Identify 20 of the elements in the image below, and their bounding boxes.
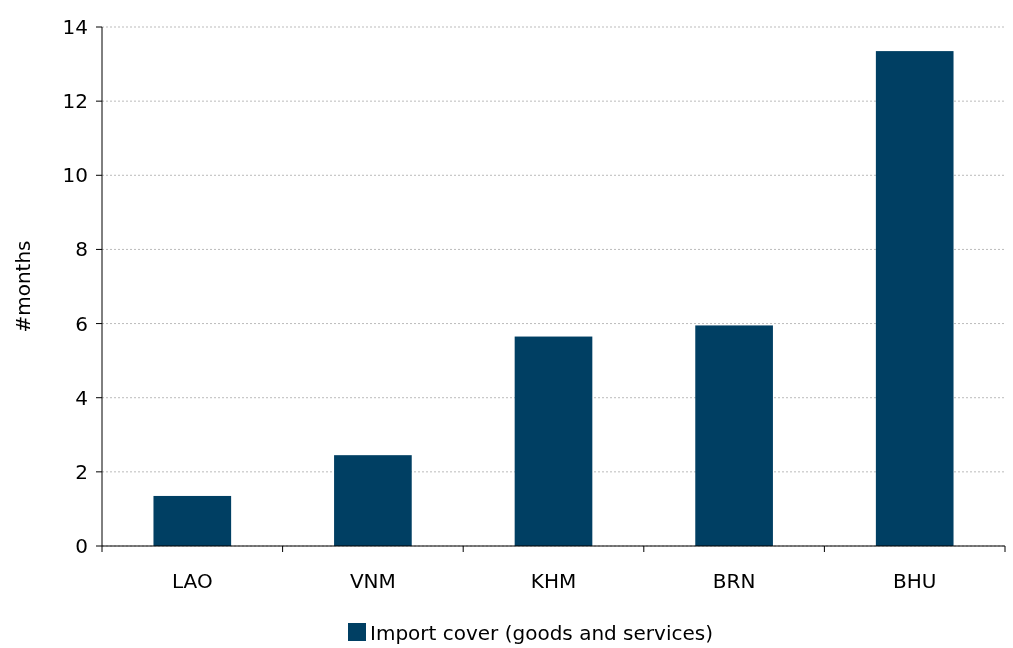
bar — [695, 325, 773, 546]
bar — [875, 51, 954, 546]
bar — [334, 455, 412, 546]
x-tick-label: BRN — [712, 569, 756, 593]
bar — [514, 336, 593, 546]
legend-label: Import cover (goods and services) — [370, 621, 713, 645]
y-tick-label: 12 — [62, 89, 88, 114]
x-tick-label: VNM — [349, 569, 396, 593]
x-tick-label: KHM — [530, 569, 577, 593]
y-tick-label: 2 — [75, 459, 88, 484]
y-axis-title: #months — [11, 240, 35, 333]
y-tick-label: 6 — [75, 311, 88, 336]
y-tick-label: 8 — [75, 237, 88, 262]
y-tick-label: 14 — [62, 15, 88, 39]
bar — [153, 495, 232, 546]
y-tick-label: 0 — [75, 534, 88, 558]
y-tick-label: 4 — [75, 385, 88, 410]
y-tick-label: 10 — [62, 163, 88, 188]
x-tick-label: BHU — [893, 569, 937, 593]
x-tick-label: LAO — [171, 569, 213, 593]
